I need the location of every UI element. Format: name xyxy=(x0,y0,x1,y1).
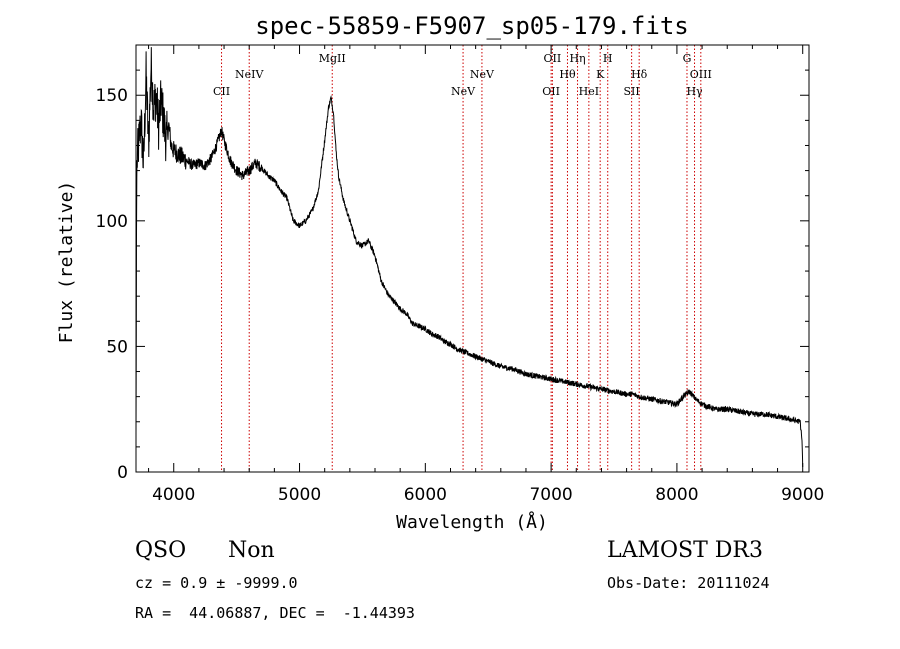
y-tick-label: 50 xyxy=(106,337,128,357)
line-label-1: NeIV xyxy=(235,68,264,81)
y-tick-label: 100 xyxy=(96,212,128,232)
line-label-3: NeV xyxy=(451,85,476,98)
line-label-0: CII xyxy=(213,85,230,98)
emission-line-markers: CII NeIV MgII NeV NeV OII OII Hθ Hη HeI KH SII Hδ G Hγ… xyxy=(213,45,712,472)
object-subclass: Non xyxy=(228,538,275,563)
line-label-5: OII xyxy=(542,85,560,98)
line-label-9: HeI xyxy=(579,85,599,98)
spectrum-line xyxy=(135,47,804,468)
chart-title: spec-55859-F5907_sp05-179.fits xyxy=(255,12,688,40)
axis-ticks: 4000 5000 6000 7000 8000 9000 0 50 100 150 xyxy=(96,44,824,505)
x-tick-label: 7000 xyxy=(529,485,572,505)
line-label-12: SII xyxy=(624,85,640,98)
coordinates-readout: RA = 44.06887, DEC = -1.44393 xyxy=(135,604,415,622)
line-label-7: Hθ xyxy=(559,68,576,81)
line-label-10: K xyxy=(596,68,605,81)
y-axis-label: Flux (relative) xyxy=(56,181,77,344)
x-tick-label: 6000 xyxy=(404,485,447,505)
line-label-16: OIII xyxy=(690,68,712,81)
line-label-13: Hδ xyxy=(631,68,648,81)
x-tick-label: 5000 xyxy=(278,485,321,505)
observation-date: Obs-Date: 20111024 xyxy=(607,574,770,592)
x-tick-label: 9000 xyxy=(781,485,824,505)
line-label-8: Hη xyxy=(569,52,585,65)
line-label-6: OII xyxy=(544,52,562,65)
x-tick-label: 8000 xyxy=(655,485,698,505)
line-label-15: Hγ xyxy=(686,85,703,98)
x-axis-label: Wavelength (Å) xyxy=(396,511,548,533)
plot-frame xyxy=(135,44,810,473)
y-tick-label: 0 xyxy=(117,463,128,483)
x-tick-label: 4000 xyxy=(152,485,195,505)
redshift-readout: cz = 0.9 ± -9999.0 xyxy=(135,574,298,592)
line-label-4: NeV xyxy=(470,68,495,81)
line-label-2: MgII xyxy=(319,52,346,65)
data-release: LAMOST DR3 xyxy=(607,538,763,563)
line-label-14: G xyxy=(683,52,692,65)
object-class: QSO xyxy=(135,538,187,563)
line-label-11: H xyxy=(603,52,613,65)
y-tick-label: 150 xyxy=(96,86,128,106)
spectrum-chart: spec-55859-F5907_sp05-179.fits CII NeIV Mg… xyxy=(56,12,824,533)
